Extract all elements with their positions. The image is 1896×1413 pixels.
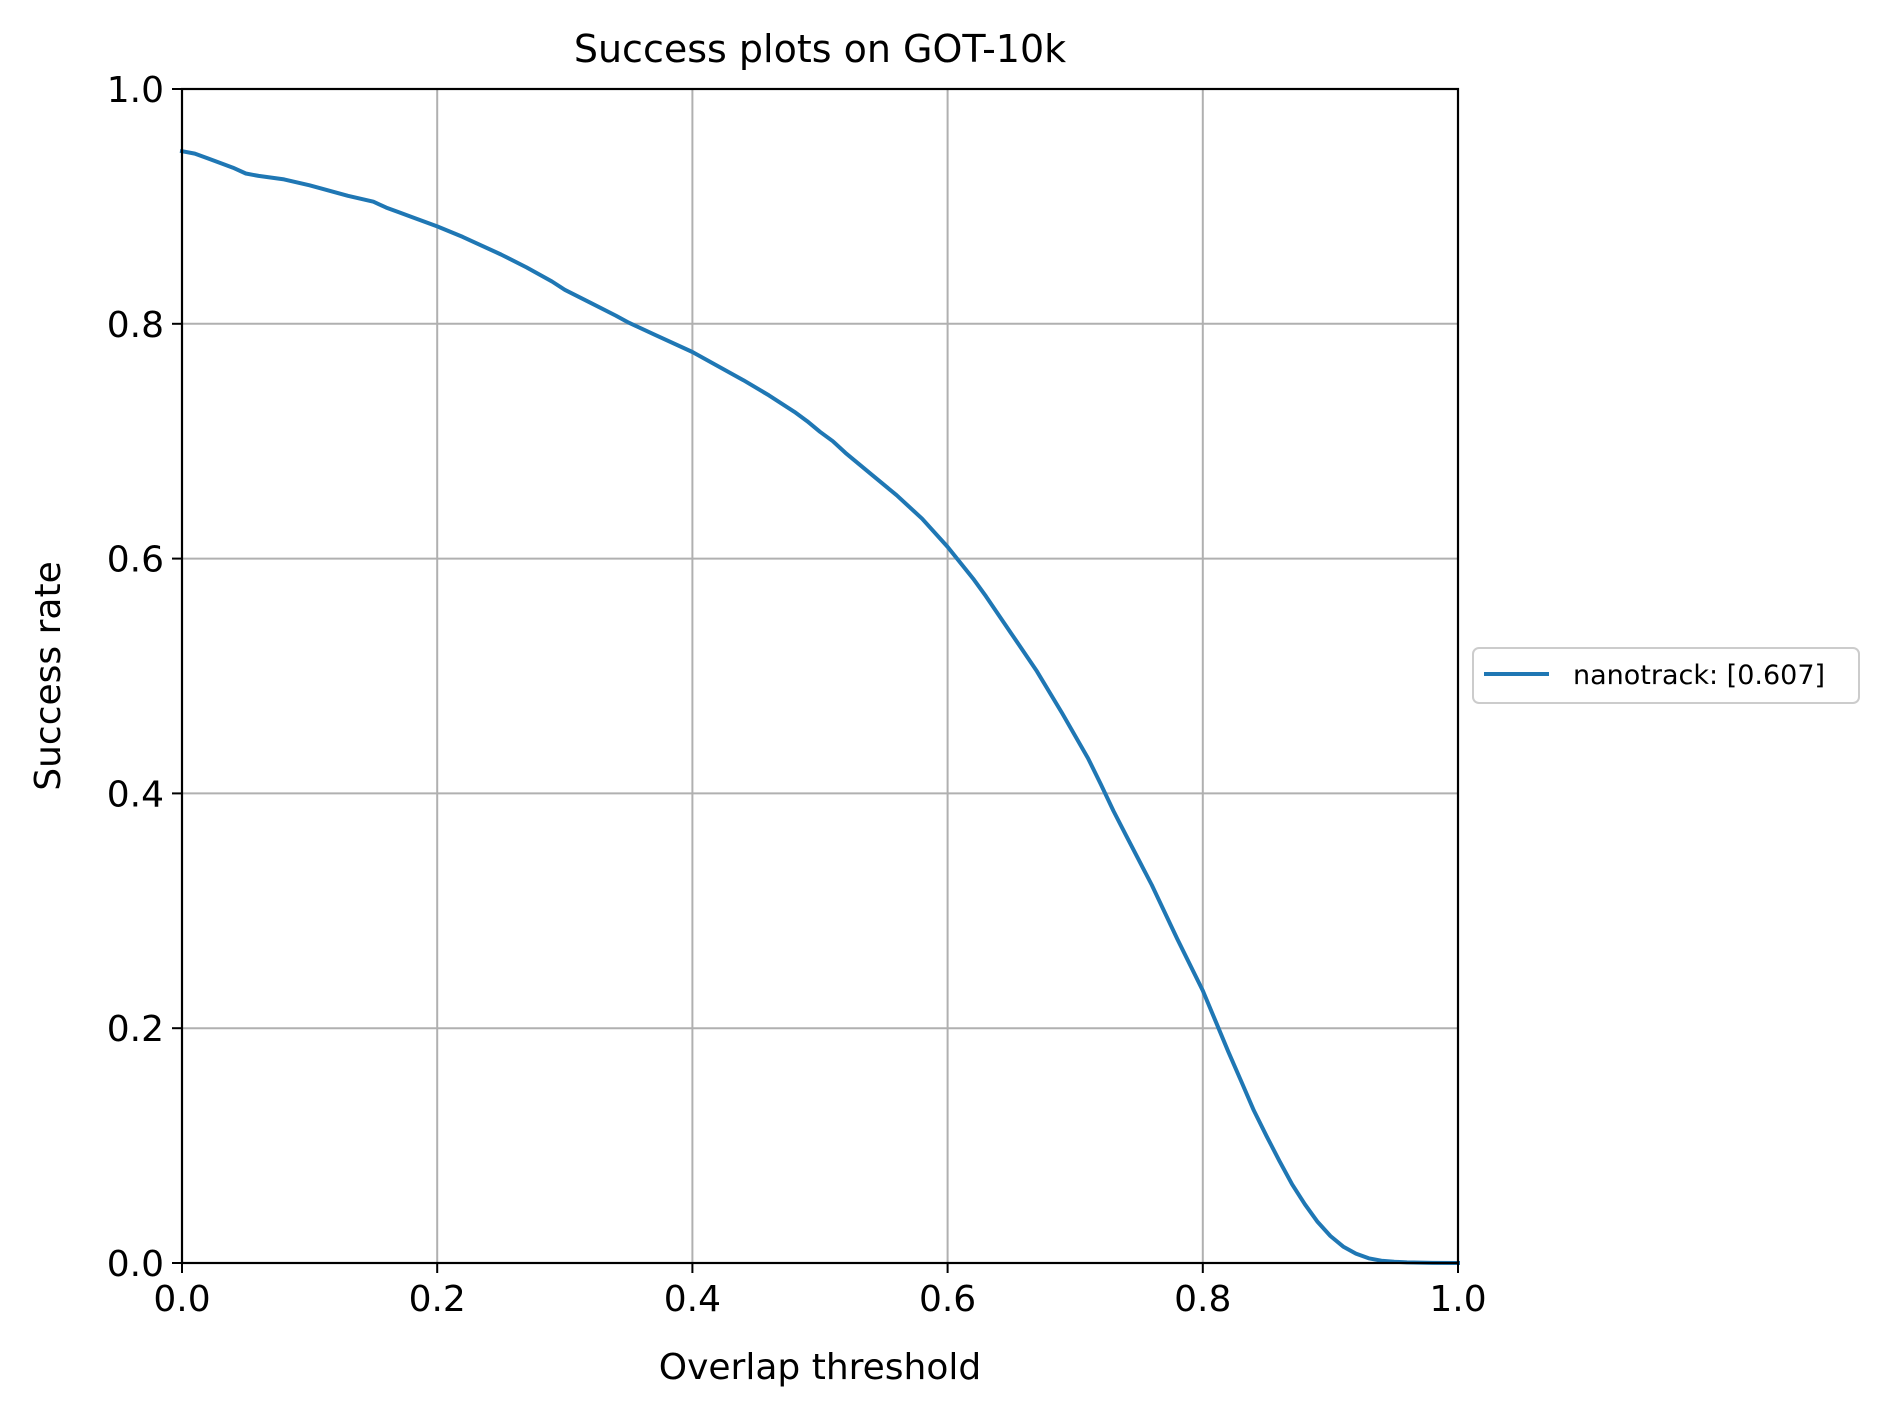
chart-title: Success plots on GOT-10k	[574, 27, 1066, 71]
legend-box	[1472, 647, 1860, 704]
gridlines	[181, 88, 1459, 1264]
x-axis-label: Overlap threshold	[659, 1347, 982, 1388]
x-tick-label: 0.2	[409, 1279, 466, 1320]
series-lines	[179, 148, 1461, 1266]
legend-entry-label: nanotrack: [0.607]	[1573, 660, 1825, 691]
y-tick-label: 1.0	[107, 70, 164, 111]
legend: nanotrack: [0.607]	[1472, 647, 1860, 704]
y-tick-label: 0.2	[107, 1009, 164, 1050]
x-tick-label: 0.0	[153, 1279, 210, 1320]
x-tick-label: 0.6	[919, 1279, 976, 1320]
y-tick-label: 0.4	[107, 774, 164, 815]
axis-ticks: 0.0 0.2 0.4 0.6 0.8 1.0 0.0 0.2 0.4 0.6 0.8 1.0	[107, 70, 1487, 1320]
y-tick-label: 0.0	[107, 1244, 164, 1285]
plot-area-frame	[180, 87, 1460, 1265]
y-tick-label: 0.8	[107, 305, 164, 346]
x-tick-label: 0.8	[1174, 1279, 1231, 1320]
y-tick-label: 0.6	[107, 540, 164, 581]
x-tick-label: 0.4	[664, 1279, 721, 1320]
x-tick-label: 1.0	[1429, 1279, 1486, 1320]
y-axis-label: Success rate	[28, 561, 69, 790]
series-line-0	[179, 148, 1461, 1266]
